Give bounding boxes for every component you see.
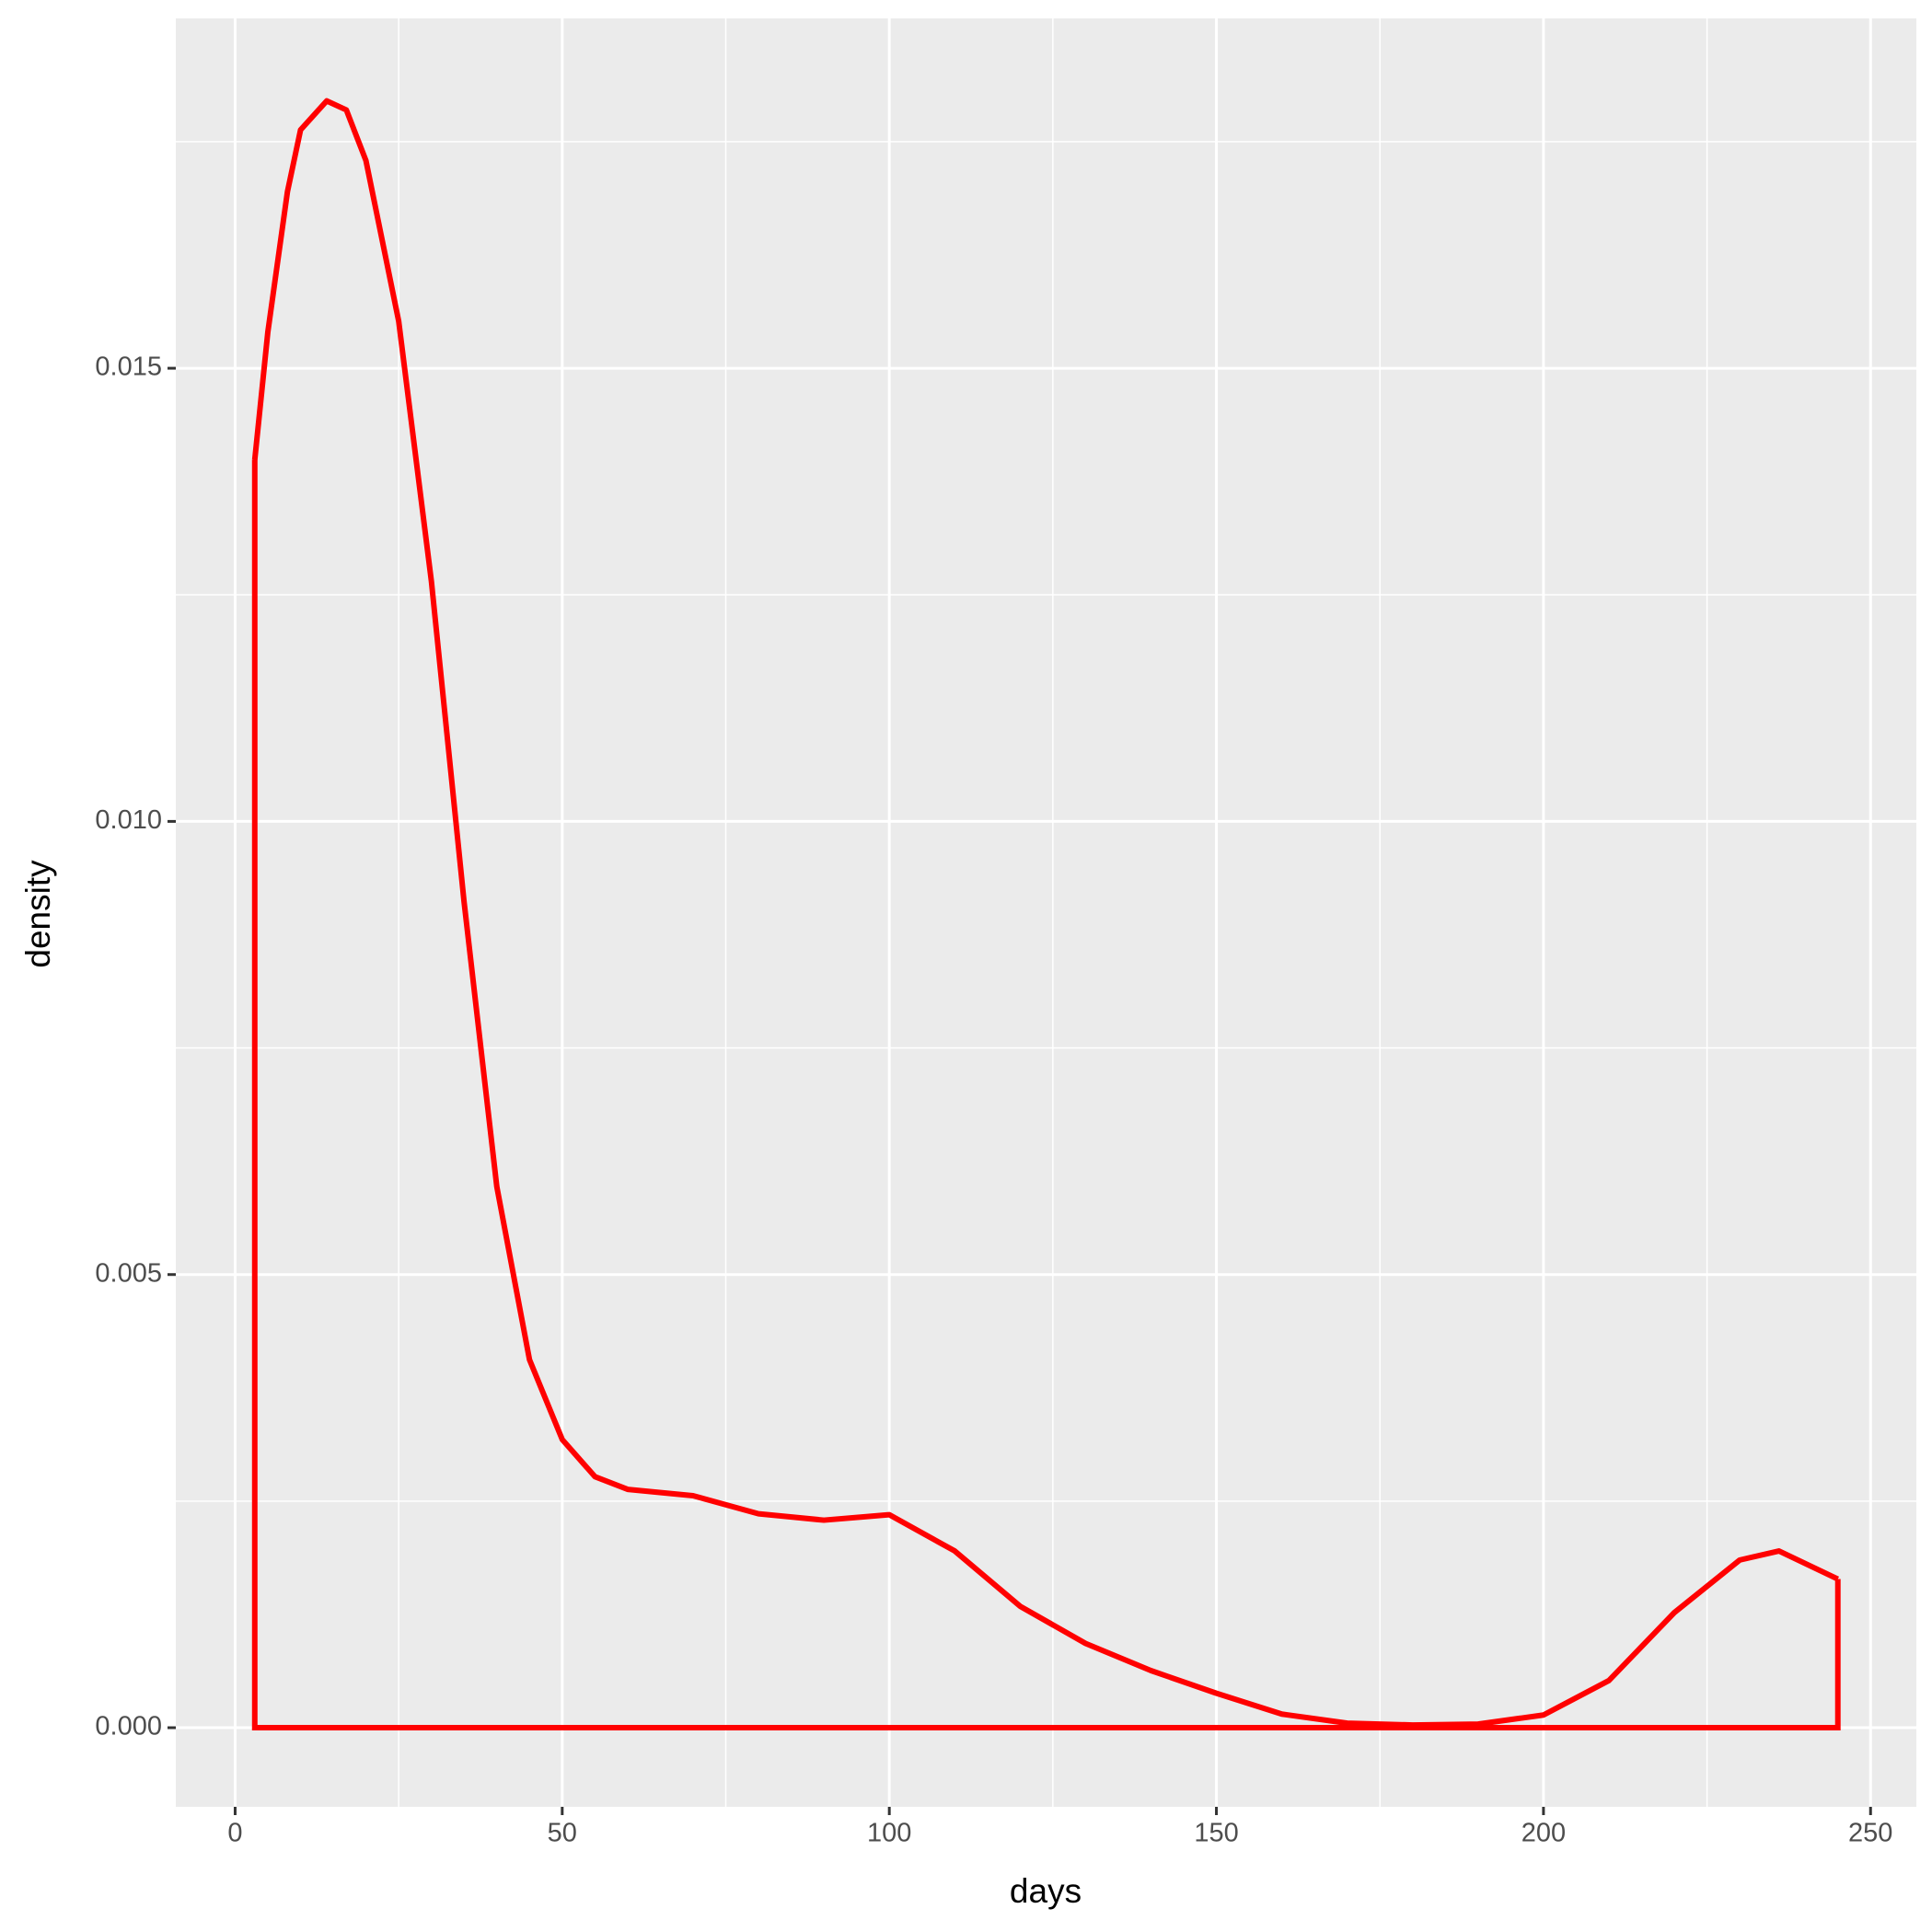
density-curve <box>251 98 1840 1729</box>
density-outline <box>251 459 1841 1731</box>
x-tick-label: 0 <box>227 1819 242 1848</box>
x-tick-label: 200 <box>1521 1819 1566 1848</box>
x-tick-label: 250 <box>1848 1819 1892 1848</box>
x-axis-title: days <box>1010 1872 1082 1910</box>
x-tick-label: 50 <box>548 1819 577 1848</box>
y-axis-title: density <box>19 860 57 968</box>
y-tick-label: 0.010 <box>95 805 162 835</box>
y-tick-label: 0.015 <box>95 353 162 382</box>
x-tick-label: 150 <box>1194 1819 1238 1848</box>
y-tick-label: 0.005 <box>95 1258 162 1288</box>
y-tick-label: 0.000 <box>95 1712 162 1741</box>
x-tick-label: 100 <box>867 1819 911 1848</box>
panel <box>176 18 1916 1807</box>
